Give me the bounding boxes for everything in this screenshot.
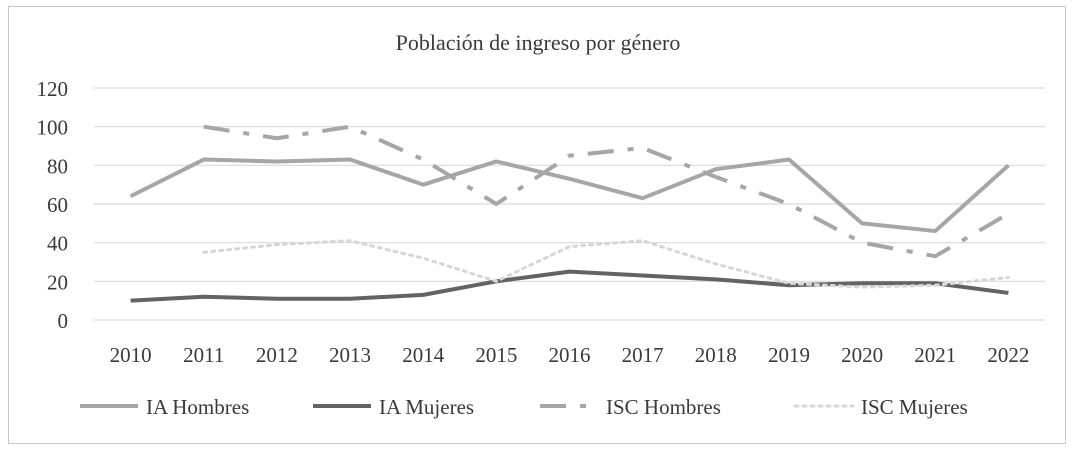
x-tick-label: 2022	[987, 343, 1029, 367]
y-axis-ticks: 0 20 40 60 80 100 120	[37, 77, 69, 333]
x-tick-label: 2015	[475, 343, 517, 367]
legend-label: IA Hombres	[146, 395, 249, 419]
x-tick-label: 2016	[549, 343, 591, 367]
y-tick-label: 0	[58, 309, 69, 333]
y-tick-label: 20	[47, 270, 68, 294]
x-tick-label: 2017	[622, 343, 664, 367]
x-tick-label: 2011	[183, 343, 224, 367]
legend-label: ISC Mujeres	[861, 395, 968, 419]
series-line-ia-hombres	[129, 157, 1010, 234]
y-tick-label: 80	[47, 154, 68, 178]
y-tick-label: 100	[37, 116, 69, 140]
x-tick-label: 2019	[768, 343, 810, 367]
legend: IA Hombres IA Mujeres ISC Hombres ISC Mujer…	[80, 395, 968, 419]
y-tick-label: 60	[47, 193, 68, 217]
series-line-isc-hombres	[203, 124, 1010, 259]
series-line-ia-mujeres	[130, 269, 1009, 303]
y-tick-label: 40	[47, 232, 68, 256]
x-tick-label: 2012	[256, 343, 298, 367]
y-tick-label: 120	[37, 77, 69, 101]
series-lines	[129, 124, 1010, 303]
x-tick-label: 2013	[329, 343, 371, 367]
x-axis-ticks: 2010 2011 2012 2013 2014 2015 2016 2017 2018 2019…	[110, 343, 1030, 367]
x-tick-label: 2021	[914, 343, 956, 367]
legend-label: IA Mujeres	[379, 395, 474, 419]
series-line-isc-mujeres	[202, 239, 1010, 289]
x-tick-label: 2010	[110, 343, 152, 367]
x-tick-label: 2014	[402, 343, 445, 367]
x-tick-label: 2018	[695, 343, 737, 367]
chart-title: Población de ingreso por género	[396, 30, 681, 55]
x-tick-label: 2020	[841, 343, 883, 367]
legend-label: ISC Hombres	[606, 395, 721, 419]
